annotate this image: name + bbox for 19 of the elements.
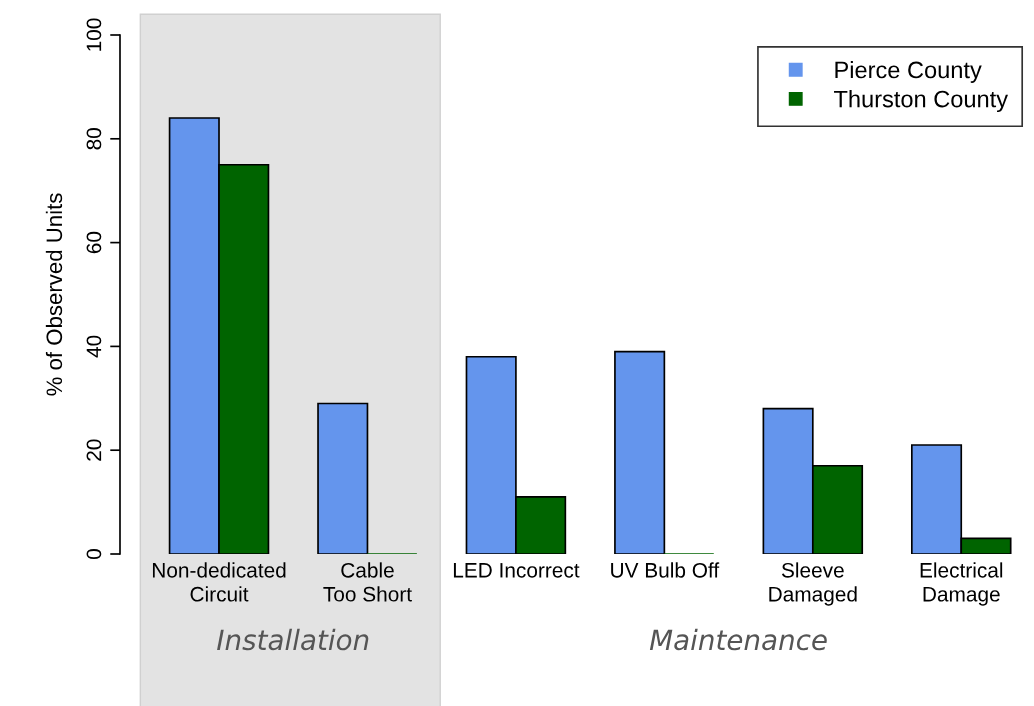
y-tick-label: 100 [86, 18, 102, 51]
x-tick-label: LED Incorrect [453, 563, 580, 578]
legend-label: Thurston County [834, 90, 1008, 113]
y-tick-label: 0 [86, 549, 102, 559]
bar [614, 350, 666, 554]
y-tick-label: 60 [86, 231, 102, 254]
y-tick-label: 40 [86, 335, 102, 358]
text: Maintenance [649, 628, 827, 651]
y-tick-label: 80 [86, 128, 102, 150]
band-label: Installation [217, 628, 369, 651]
x-tick-label: Sleeve Damaged [769, 562, 857, 606]
y-tick-label: 20 [86, 439, 102, 461]
x-tick-label: Electrical Damage [920, 562, 1003, 606]
x-tick-label: Cable Too Short [323, 562, 412, 602]
x-tick-label: Non-dedicated Circuit [152, 562, 286, 602]
y-axis-title: % of Observed Units [45, 193, 63, 396]
x-tick-label: UV Bulb Off [611, 562, 720, 578]
legend-label: Pierce County [835, 60, 982, 83]
bar [317, 402, 369, 554]
